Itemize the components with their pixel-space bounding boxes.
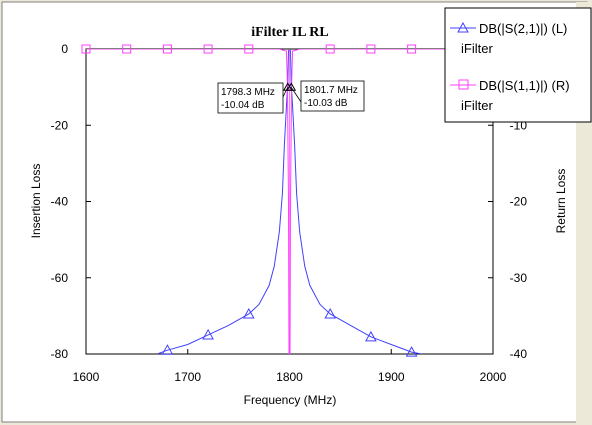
marker-box-1 bbox=[300, 80, 365, 112]
left-tick-label: -40 bbox=[51, 195, 69, 209]
left-tick-label: -60 bbox=[51, 271, 69, 285]
marker-value-0: -10.04 dB bbox=[221, 100, 265, 111]
marker-freq-0: 1798.3 MHz bbox=[221, 87, 275, 98]
series-marker-square bbox=[325, 44, 335, 54]
legend-box bbox=[444, 7, 592, 123]
series-line-1 bbox=[86, 49, 493, 354]
series-marker-triangle bbox=[161, 344, 174, 355]
series-marker-triangle bbox=[242, 307, 255, 319]
legend-label-s11: DB(|S(1,1)|) (R) bbox=[479, 78, 570, 93]
return-loss-dip-band bbox=[288, 49, 291, 354]
legend-label-s21: DB(|S(2,1)|) (L) bbox=[479, 21, 567, 36]
legend-source-s11: iFilter bbox=[461, 98, 493, 113]
legend-marker-s11 bbox=[458, 79, 469, 90]
marker-box-0 bbox=[217, 82, 284, 114]
marker-value-1: -10.03 dB bbox=[304, 98, 348, 109]
series-marker-triangle bbox=[405, 346, 418, 357]
chart-title: iFilter IL RL bbox=[251, 25, 329, 40]
right-axis-label: Return Loss bbox=[554, 169, 568, 234]
legend-marker-s21 bbox=[457, 21, 469, 33]
series-marker-triangle bbox=[324, 307, 337, 319]
series-marker-square bbox=[244, 44, 254, 54]
series-marker-square bbox=[407, 44, 417, 54]
left-axis-ticks: 0 -20 -40 -60 -80 bbox=[51, 42, 91, 361]
series-marker-square bbox=[203, 44, 213, 54]
marker-freq-1: 1801.7 MHz bbox=[304, 85, 358, 96]
right-tick-label: -40 bbox=[510, 347, 528, 361]
series-marker-triangle bbox=[365, 330, 377, 342]
x-axis-ticks: 1600 1700 1800 1900 2000 bbox=[73, 349, 507, 384]
series-marker-square bbox=[162, 44, 172, 54]
x-tick-label: 2000 bbox=[480, 370, 507, 384]
marker-point-1 bbox=[286, 82, 297, 91]
x-tick-label: 1800 bbox=[276, 370, 303, 384]
series-marker-square bbox=[122, 44, 132, 54]
right-tick-label: -30 bbox=[510, 271, 528, 285]
left-axis-label: Insertion Loss bbox=[29, 164, 43, 239]
right-tick-label: -20 bbox=[510, 195, 528, 209]
left-tick-label: -80 bbox=[51, 347, 69, 361]
x-tick-label: 1900 bbox=[378, 370, 405, 384]
left-tick-label: -20 bbox=[51, 118, 69, 132]
x-tick-label: 1700 bbox=[174, 370, 201, 384]
series-marker-triangle bbox=[202, 328, 214, 340]
left-tick-label: 0 bbox=[61, 42, 68, 56]
series-marker-square bbox=[366, 44, 376, 54]
legend-source-s21: iFilter bbox=[461, 41, 493, 56]
x-tick-label: 1600 bbox=[73, 370, 100, 384]
legend: DB(|S(2,1)|) (L) iFilter DB(|S(1,1)|) (R… bbox=[444, 7, 592, 123]
x-axis-label: Frequency (MHz) bbox=[244, 393, 337, 407]
series-marker-square bbox=[81, 44, 91, 54]
